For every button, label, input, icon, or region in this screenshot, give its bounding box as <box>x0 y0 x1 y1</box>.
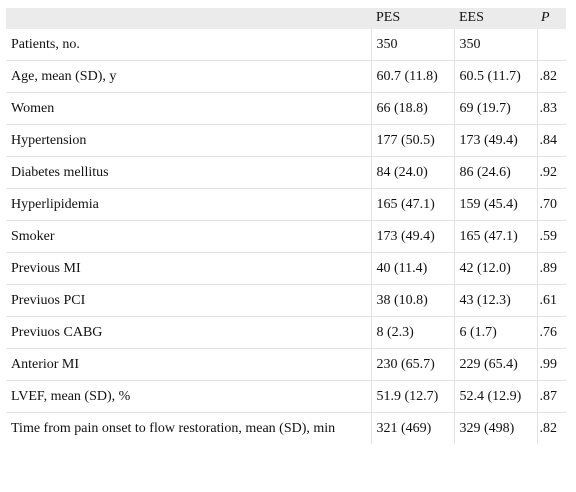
ees-value: 42 (12.0) <box>454 252 538 285</box>
table-row: Diabetes mellitus 84 (24.0) 86 (24.6) .92 <box>6 156 566 189</box>
pes-value: 40 (11.4) <box>371 252 455 285</box>
table-row: Previuos CABG 8 (2.3) 6 (1.7) .76 <box>6 316 566 349</box>
pes-value: 60.7 (11.8) <box>371 60 455 93</box>
ees-value: 86 (24.6) <box>454 156 538 189</box>
table-header-row: PES EES P <box>6 8 566 29</box>
pes-value: 173 (49.4) <box>371 220 455 253</box>
ees-value: 52.4 (12.9) <box>454 380 538 413</box>
row-label: Patients, no. <box>6 29 372 61</box>
table-row: Smoker 173 (49.4) 165 (47.1) .59 <box>6 220 566 253</box>
row-label: Time from pain onset to flow restoration… <box>6 412 372 444</box>
p-value: .87 <box>537 380 566 413</box>
p-value: .59 <box>537 220 566 253</box>
pes-value: 165 (47.1) <box>371 188 455 221</box>
table-row: Patients, no. 350 350 <box>6 29 566 61</box>
row-label: Previous MI <box>6 252 372 285</box>
ees-value: 159 (45.4) <box>454 188 538 221</box>
p-value: .89 <box>537 252 566 285</box>
header-ees: EES <box>454 8 537 29</box>
p-value: .99 <box>537 348 566 381</box>
p-value: .82 <box>539 421 558 436</box>
table-row: Anterior MI 230 (65.7) 229 (65.4) .99 <box>6 348 566 381</box>
baseline-characteristics-table: PES EES P Patients, no. 350 350 Age, mean (… <box>6 8 566 444</box>
ees-value: 229 (65.4) <box>454 348 538 381</box>
pes-value: 51.9 (12.7) <box>371 380 455 413</box>
row-label: Anterior MI <box>6 348 372 381</box>
table-row: Previous MI 40 (11.4) 42 (12.0) .89 <box>6 252 566 285</box>
ees-value: 43 (12.3) <box>454 284 538 317</box>
ees-value: 69 (19.7) <box>454 92 538 125</box>
table-row: Women 66 (18.8) 69 (19.7) .83 <box>6 92 566 125</box>
ees-value: 165 (47.1) <box>454 220 538 253</box>
p-value: .82 <box>537 60 566 93</box>
table-row: Time from pain onset to flow restoration… <box>6 412 566 444</box>
p-value: .84 <box>537 124 566 157</box>
p-value: .70 <box>537 188 566 221</box>
ees-value: 329 (498) <box>454 412 538 444</box>
p-value <box>537 29 566 61</box>
row-label: Hypertension <box>6 124 372 157</box>
pes-value: 38 (10.8) <box>371 284 455 317</box>
header-p-value: P <box>537 8 566 29</box>
row-label: Diabetes mellitus <box>6 156 372 189</box>
ees-value: 60.5 (11.7) <box>454 60 538 93</box>
table-row: Previuos PCI 38 (10.8) 43 (12.3) .61 <box>6 284 566 317</box>
ees-value: 173 (49.4) <box>454 124 538 157</box>
pes-value: 350 <box>371 29 455 61</box>
header-pes: PES <box>371 8 454 29</box>
table-row: Age, mean (SD), y 60.7 (11.8) 60.5 (11.7).… <box>6 60 566 93</box>
pes-value: 321 (469) <box>371 412 455 444</box>
p-value: .92 <box>537 156 566 189</box>
pes-value: 8 (2.3) <box>371 316 455 349</box>
row-label: Women <box>6 92 372 125</box>
row-label: LVEF, mean (SD), % <box>6 380 372 413</box>
header-label-cell <box>6 8 371 29</box>
table-row: LVEF, mean (SD), % 51.9 (12.7) 52.4 (12.9)… <box>6 380 566 413</box>
table-row: Hyperlipidemia 165 (47.1) 159 (45.4) .70 <box>6 188 566 221</box>
ees-value: 6 (1.7) <box>454 316 538 349</box>
p-value: .83 <box>537 92 566 125</box>
row-label: Previuos PCI <box>6 284 372 317</box>
row-label: Smoker <box>6 220 372 253</box>
row-label: Age, mean (SD), y <box>6 60 372 93</box>
row-label: Hyperlipidemia <box>6 188 372 221</box>
pes-value: 66 (18.8) <box>371 92 455 125</box>
ees-value: 350 <box>454 29 538 61</box>
pes-value: 230 (65.7) <box>371 348 455 381</box>
table-body: Patients, no. 350 350 Age, mean (SD), y 60.7… <box>6 29 566 444</box>
pes-value: 177 (50.5) <box>371 124 455 157</box>
row-label: Previuos CABG <box>6 316 372 349</box>
table-row: Hypertension 177 (50.5) 173 (49.4) .84 <box>6 124 566 157</box>
p-value: .76 <box>537 316 566 349</box>
p-value: .61 <box>537 284 566 317</box>
pes-value: 84 (24.0) <box>371 156 455 189</box>
